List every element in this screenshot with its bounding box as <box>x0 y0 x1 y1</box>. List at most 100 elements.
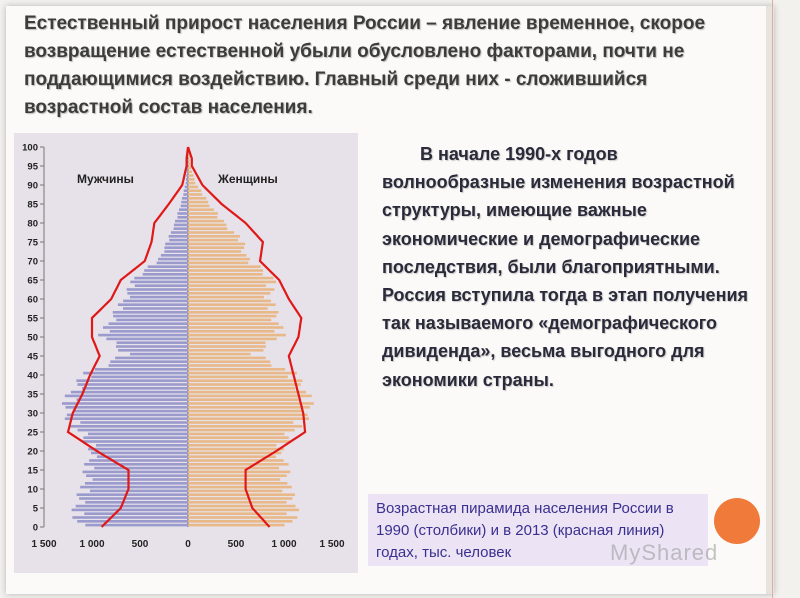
male-bar-age-43 <box>110 360 188 363</box>
y-tick-label: 90 <box>27 181 38 192</box>
female-bar-age-25 <box>188 428 295 432</box>
female-bar-age-45 <box>188 352 251 356</box>
male-bar-age-36 <box>82 387 188 390</box>
legend-women: Женщины <box>217 172 278 186</box>
female-bar-age-22 <box>188 440 290 443</box>
male-bar-age-2 <box>72 516 188 519</box>
population-pyramid-chart: Мужчины Женщины 0 5 10 15 20 25 30 35 40 45 50 55 60… <box>14 133 358 573</box>
grid-layer <box>40 146 189 528</box>
female-bar-age-18 <box>188 455 276 458</box>
y-tick-label: 0 <box>33 523 38 534</box>
decorative-circle <box>714 498 760 544</box>
female-bar-age-19 <box>188 451 282 455</box>
watermark: MyShared <box>610 540 719 565</box>
male-bar-age-63 <box>134 284 188 287</box>
female-bar-age-32 <box>188 402 314 405</box>
male-bar-age-68 <box>147 265 188 268</box>
female-bar-age-42 <box>188 364 272 367</box>
male-bar-age-0 <box>85 523 188 527</box>
male-bar-age-33 <box>76 398 188 401</box>
male-bar-age-18 <box>96 455 188 458</box>
female-bar-age-7 <box>188 497 293 500</box>
female-bar-age-77 <box>188 231 235 234</box>
male-bar-age-77 <box>170 231 188 234</box>
female-bar-age-38 <box>188 379 303 382</box>
male-bar-age-1 <box>77 520 188 523</box>
female-bar-age-35 <box>188 390 307 394</box>
male-bar-age-6 <box>85 501 188 504</box>
female-bar-age-9 <box>188 489 283 493</box>
female-bar-age-40 <box>188 371 297 375</box>
male-bar-age-74 <box>165 242 188 246</box>
male-bar-age-20 <box>88 447 188 451</box>
y-tick-label: 80 <box>27 219 38 230</box>
female-bar-age-56 <box>188 311 279 314</box>
female-bar-age-88 <box>188 189 202 192</box>
female-bar-age-69 <box>188 261 249 265</box>
male-bar-age-79 <box>173 223 188 227</box>
female-bar-age-2 <box>188 516 298 519</box>
male-bar-age-85 <box>181 200 188 204</box>
male-bar-age-92 <box>186 174 188 177</box>
female-bar-age-41 <box>188 368 286 371</box>
slide-title: Естественный прирост населения России – … <box>24 13 706 118</box>
female-bar-age-70 <box>188 257 250 261</box>
female-bar-age-91 <box>188 178 195 181</box>
male-bar-age-49 <box>106 337 188 341</box>
male-bar-age-37 <box>77 383 188 386</box>
female-bar-age-74 <box>188 242 246 246</box>
male-bar-age-9 <box>89 489 188 493</box>
y-tick-label: 25 <box>27 428 38 439</box>
y-tick-label: 70 <box>27 257 38 268</box>
female-bar-age-51 <box>188 330 275 333</box>
male-bar-age-86 <box>181 197 188 200</box>
male-bar-age-52 <box>102 326 188 329</box>
male-bar-age-16 <box>84 463 188 466</box>
female-bar-age-30 <box>188 409 303 413</box>
female-bar-age-43 <box>188 360 271 363</box>
male-bar-age-54 <box>116 318 188 322</box>
male-bar-age-19 <box>91 451 188 455</box>
female-bar-age-48 <box>188 341 266 344</box>
female-bar-age-39 <box>188 375 288 379</box>
female-bar-age-64 <box>188 280 277 284</box>
female-bar-age-52 <box>188 326 284 329</box>
female-bar-age-33 <box>188 398 300 401</box>
male-bar-age-48 <box>116 341 188 344</box>
male-bar-age-14 <box>82 470 188 474</box>
male-bar-age-35 <box>70 390 188 394</box>
male-bar-age-75 <box>169 238 188 242</box>
y-tick-label: 5 <box>33 504 39 515</box>
female-bar-age-73 <box>188 246 245 249</box>
female-bar-age-60 <box>188 295 264 299</box>
female-bar-age-5 <box>188 504 296 508</box>
male-bar-age-15 <box>94 466 188 470</box>
male-bar-age-82 <box>177 212 188 215</box>
male-bar-age-61 <box>127 292 188 295</box>
male-bar-age-45 <box>129 352 188 356</box>
male-bar-age-66 <box>142 273 188 276</box>
female-bar-age-23 <box>188 436 289 439</box>
male-bar-age-38 <box>76 379 188 382</box>
male-bar-age-65 <box>134 276 188 280</box>
y-tick-label: 60 <box>27 295 38 306</box>
female-bar-age-85 <box>188 200 209 204</box>
male-bar-age-91 <box>185 178 188 181</box>
female-bar-age-71 <box>188 254 247 257</box>
female-bar-age-66 <box>188 273 263 276</box>
male-bar-age-78 <box>173 227 188 230</box>
female-bar-age-57 <box>188 307 268 310</box>
line-2013-male <box>66 146 190 528</box>
y-tick-label: 50 <box>27 333 38 344</box>
female-bar-age-84 <box>188 204 210 208</box>
x-tick-label: 1 000 <box>79 539 104 550</box>
male-bar-age-71 <box>160 254 188 257</box>
female-bar-age-80 <box>188 219 224 223</box>
female-bar-age-8 <box>188 493 296 496</box>
male-bar-age-62 <box>126 288 188 291</box>
male-bar-age-25 <box>77 428 188 432</box>
male-bar-age-51 <box>109 330 188 333</box>
male-bar-age-84 <box>180 204 188 208</box>
female-bar-age-24 <box>188 432 285 436</box>
male-bar-age-87 <box>183 193 188 196</box>
